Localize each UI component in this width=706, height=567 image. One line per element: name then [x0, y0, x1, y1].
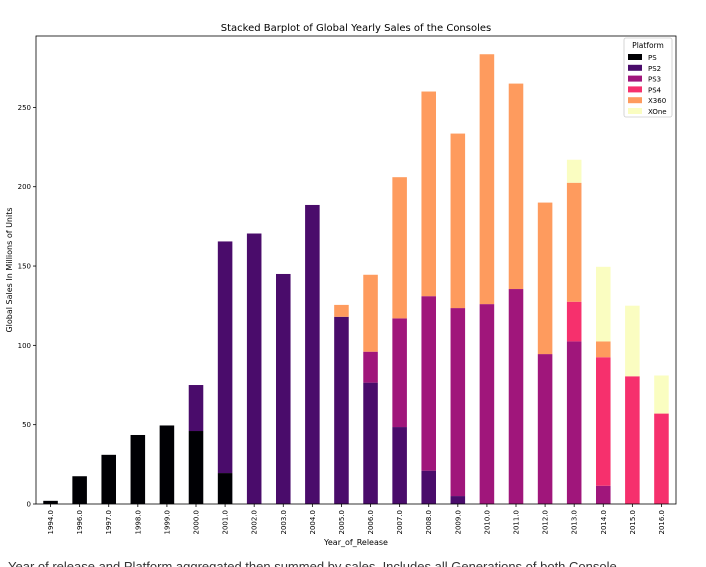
plot-frame [35, 35, 677, 505]
x-tick-label: 2008.0 [425, 510, 433, 535]
bar-x360-2011 [508, 83, 524, 290]
bar-ps4-2014 [596, 357, 611, 486]
bar-x360-2005 [334, 304, 349, 317]
bar-x360-2006 [363, 274, 378, 352]
bar-ps2-2005 [334, 316, 349, 504]
bar-xone-2016 [654, 375, 669, 414]
x-tick-label: 2002.0 [251, 510, 259, 535]
bar-ps2-2007 [392, 427, 407, 504]
x-axis-label: Year_of_Release [323, 538, 388, 547]
bar-ps3-2009 [450, 308, 466, 497]
bar-ps2-2004 [305, 204, 320, 504]
x-tick-label: 2011.0 [513, 510, 521, 535]
x-tick-label: 2010.0 [483, 510, 491, 535]
x-tick-label: 2005.0 [338, 510, 346, 535]
bar-ps4-2013 [566, 301, 582, 342]
chart-title: Stacked Barplot of Global Yearly Sales o… [221, 23, 492, 34]
bar-ps2-2002 [246, 233, 262, 504]
x-tick-label: 2006.0 [367, 510, 375, 535]
legend-swatch-xone [628, 108, 642, 114]
y-tick-label: 100 [18, 342, 31, 350]
y-tick-label: 0 [27, 501, 31, 509]
bar-x360-2007 [392, 177, 407, 319]
legend-swatch-ps [628, 54, 642, 60]
bar-ps2-2008 [421, 470, 436, 504]
bar-ps3-2008 [421, 296, 436, 471]
x-tick-label: 1996.0 [76, 510, 84, 535]
bar-ps-1996 [72, 476, 87, 504]
x-tick-label: 2007.0 [396, 510, 404, 535]
bar-ps2-2000 [188, 385, 204, 432]
bar-ps3-2012 [537, 354, 553, 504]
bar-ps4-2016 [654, 413, 669, 504]
legend-swatch-ps2 [628, 64, 642, 71]
x-tick-label: 2000.0 [193, 510, 201, 535]
x-tick-label: 2012.0 [542, 510, 550, 535]
bar-xone-2014 [596, 266, 611, 342]
x-tick-label: 2013.0 [571, 510, 579, 535]
y-tick-label: 250 [18, 104, 31, 112]
bar-ps3-2007 [392, 318, 407, 428]
legend-swatch-ps4 [628, 86, 642, 93]
legend-label-ps4: PS4 [648, 86, 662, 94]
bar-ps2-2006 [363, 382, 378, 504]
bar-ps-2000 [188, 431, 204, 504]
x-tick-label: 2004.0 [309, 510, 317, 535]
y-tick-label: 200 [18, 183, 31, 191]
bar-x360-2008 [421, 91, 436, 297]
legend-title: Platform [632, 41, 664, 50]
x-tick-label: 2014.0 [600, 510, 608, 535]
x-tick-label: 2009.0 [454, 510, 462, 535]
bar-ps-2001 [217, 473, 233, 504]
y-tick-label: 150 [18, 263, 31, 271]
y-tick-label: 50 [22, 421, 31, 429]
bar-ps3-2013 [566, 341, 582, 504]
x-tick-label: 1998.0 [134, 510, 142, 535]
x-tick-label: 1997.0 [105, 510, 113, 535]
y-axis-label: Global Sales In Millions of Units [5, 207, 14, 332]
x-tick-label: 2001.0 [222, 510, 230, 535]
legend-label-xone: XOne [648, 108, 667, 116]
bar-ps3-2006 [363, 351, 378, 383]
x-tick-label: 2015.0 [629, 510, 637, 535]
x-tick-label: 1999.0 [163, 510, 171, 535]
x-tick-label: 2016.0 [658, 510, 666, 535]
bars-group [43, 54, 669, 504]
bar-x360-2010 [479, 54, 495, 305]
bar-x360-2013 [566, 182, 582, 302]
x-tick-label: 1994.0 [47, 510, 55, 535]
legend: Platform PS PS2 PS3 PS4 X360 XOne [623, 37, 673, 118]
bar-ps4-2015 [625, 376, 640, 504]
figure-caption: Year of release and Platform aggregated … [8, 559, 617, 567]
bar-ps-1998 [130, 434, 146, 504]
bar-x360-2014 [596, 341, 611, 358]
legend-label-ps3: PS3 [648, 76, 661, 84]
bar-ps-1994 [43, 500, 58, 504]
legend-label-ps2: PS2 [648, 65, 661, 73]
bar-ps2-2001 [217, 241, 233, 474]
bar-ps3-2011 [508, 289, 524, 504]
bar-ps-1999 [159, 425, 175, 504]
bar-x360-2012 [537, 202, 553, 355]
bar-xone-2015 [625, 305, 640, 377]
bar-x360-2009 [450, 133, 466, 309]
bar-ps-1997 [101, 454, 116, 504]
bar-ps2-2009 [450, 496, 466, 504]
legend-swatch-ps3 [628, 75, 642, 82]
axes-group: 0 50 100 150 200 250 1994.0 1996.0 1997.0 1998.0 1… [18, 35, 677, 535]
x-tick-label: 2003.0 [280, 510, 288, 535]
bar-xone-2013 [566, 159, 582, 183]
legend-label-ps: PS [648, 54, 657, 62]
legend-swatch-x360 [628, 97, 642, 104]
bar-ps3-2014 [596, 485, 611, 504]
legend-label-x360: X360 [648, 97, 666, 105]
bar-ps2-2003 [276, 273, 291, 504]
bar-ps3-2010 [479, 304, 495, 504]
